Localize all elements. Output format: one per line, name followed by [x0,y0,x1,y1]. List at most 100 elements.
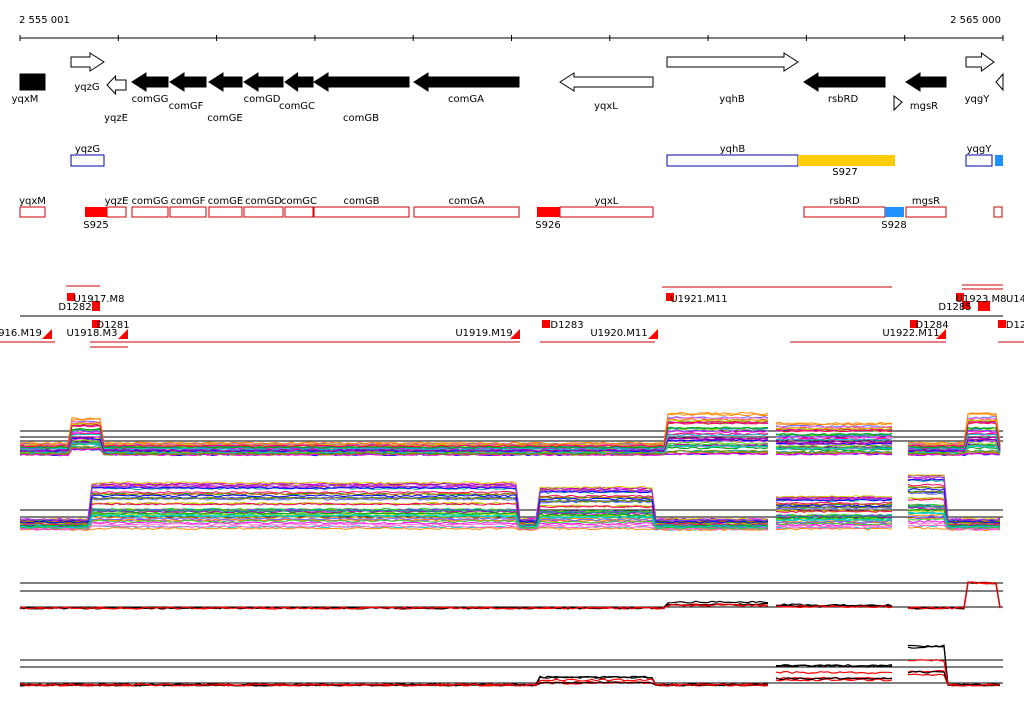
transcript-label-916.M19: 916.M19 [0,328,42,339]
transcript-end-marker [510,329,520,339]
red-feature-label: comGB [344,196,380,207]
red-feature-comGG[interactable] [131,206,169,218]
transcript-flag [910,320,918,328]
red-feature-yqxL[interactable] [559,206,654,218]
transcript-flag [542,320,550,328]
expression-curve [19,581,1001,610]
expression-curve [20,658,1001,687]
red-feature-label: comGA [449,196,485,207]
red-feature-label: comGD [245,196,282,207]
expression-curve [19,511,1001,529]
gene-arrow-yqzG[interactable] [70,52,105,72]
blue-annotation-track: yqzG yqhB yqgY S927 [70,144,1003,178]
gene-arrow-yqgY[interactable] [965,52,995,72]
gene-label-comGF: comGF [169,101,204,112]
blue-feature-yqgY[interactable] [965,154,993,167]
gene-arrow-mgsR[interactable] [905,72,947,92]
expression-curve [19,526,1001,532]
red-feature-label: rsbRD [829,196,860,207]
ruler-track: 2 555 001 2 565 000 [19,15,1004,41]
gene-arrow-comGE[interactable] [208,72,243,92]
segment-S927[interactable] [798,155,895,166]
gene-label-yqgY: yqgY [965,94,991,105]
gene-label-comGE: comGE [207,113,242,124]
gene-label-comGD: comGD [244,94,281,105]
segment-label-S927: S927 [832,167,857,178]
transcript-label-U1919.M19: U1919.M19 [455,328,512,339]
segment-S928[interactable] [885,207,904,217]
expression-curve [19,418,1001,447]
blue-feature-label: yqhB [720,144,746,155]
segment-S926[interactable] [537,207,560,217]
red-feature-comGF[interactable] [169,206,207,218]
transcript-flag [92,301,100,311]
expression-curve [19,581,1001,610]
gene-label-comGG: comGG [132,94,169,105]
gene-arrow-comGC[interactable] [284,72,314,92]
transcript-label-U14: U14 [1006,294,1024,305]
gene-label-comGA: comGA [448,94,484,105]
transcript-label-U1917.M8: U1917.M8 [74,294,125,305]
transcript-label-D1285: D1285 [938,302,971,313]
transcript-label-D12: D12 [1006,320,1024,331]
transcript-end-marker [42,329,52,339]
red-feature-label: yqxM [19,196,46,207]
red-feature-label: comGF [171,196,206,207]
gene-arrow-comGB[interactable] [313,72,410,92]
blue-feature-yqzG[interactable] [70,154,105,167]
segment-S925[interactable] [85,207,107,217]
gene-arrow-comGG[interactable] [131,72,169,92]
transcript-flag [998,320,1006,328]
blue-feature-label: yqgY [967,144,993,155]
transcript-label-U1921.M11: U1921.M11 [670,294,727,305]
transcript-label-D1284: D1284 [915,320,948,331]
red-feature-label: comGG [132,196,169,207]
expression-curve [19,487,1001,524]
gene-arrow-yqxL[interactable] [559,72,654,92]
red-feature-label: mgsR [912,196,940,207]
expression-curve [19,476,1001,522]
red-feature-yqzE[interactable] [106,206,127,218]
gene-label-rsbRD: rsbRD [828,94,859,105]
gene-label-yqxL: yqxL [594,101,618,112]
red-feature-label: yqzE [105,196,129,207]
small-arrow-icon [893,95,903,112]
transcript-end-marker [936,329,946,339]
transcript-end-marker [118,329,128,339]
expression-curves [19,411,1003,687]
ruler-end-label: 2 565 000 [950,15,1001,26]
red-feature-comGB[interactable] [313,206,410,218]
blue-feature-yqhB[interactable] [666,154,799,167]
transcript-label-U1923.M8: U1923.M8 [956,294,1007,305]
gene-label-comGC: comGC [279,101,315,112]
red-feature-comGE[interactable] [208,206,243,218]
red-feature-yqxM[interactable] [19,206,46,218]
transcript-label-U1918.M3: U1918.M3 [67,328,118,339]
red-feature-rsbRD[interactable] [803,206,886,218]
expression-curve [19,522,1001,531]
gene-arrow-yqhB[interactable] [666,52,799,72]
red-feature-comGC[interactable] [284,206,314,218]
red-feature-mgsR[interactable] [905,206,947,218]
transcript-label-U1920.M11: U1920.M11 [590,328,647,339]
gene-arrow-comGA[interactable] [413,72,520,92]
transcript-flag [962,301,970,309]
transcript-flag [92,320,100,328]
gene-arrow-yqxM[interactable] [19,73,46,91]
gene-arrow-comGF[interactable] [169,72,207,92]
gene-label-mgsR: mgsR [910,101,938,112]
gene-arrow-comGD[interactable] [243,72,284,92]
gene-arrow-yqzE[interactable] [106,74,127,96]
segment-label-S928: S928 [881,220,906,231]
transcript-label-U1922.M11: U1922.M11 [882,328,939,339]
gene-label-yqzE: yqzE [104,113,128,124]
red-feature-comGD[interactable] [243,206,284,218]
expression-curve [19,581,1001,610]
red-feature-comGA[interactable] [413,206,520,218]
gene-arrow-rsbRD[interactable] [803,72,886,92]
blue-feature-label: yqzG [75,144,100,155]
ruler-start-label: 2 555 001 [19,15,70,26]
